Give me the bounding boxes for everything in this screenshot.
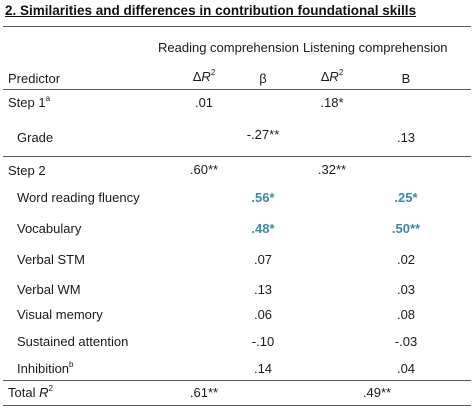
step1-reading-dr2: .01 — [194, 95, 214, 110]
header-rule — [3, 89, 471, 90]
vstm-label: Verbal STM — [17, 252, 85, 267]
top-rule — [3, 26, 471, 27]
table-title: 2. Similarities and differences in contr… — [5, 3, 417, 18]
vwm-listening-beta: .03 — [396, 282, 416, 297]
reading-delta-r2-header: ΔR2 — [192, 67, 216, 84]
vis-listening-beta: .08 — [396, 307, 416, 322]
inhib-label: Inhibitionb — [17, 359, 74, 376]
inhib-reading-beta: .14 — [253, 361, 273, 376]
total-reading-r2: .61** — [189, 385, 219, 400]
step2-label: Step 2 — [8, 163, 46, 178]
grade-label: Grade — [17, 130, 54, 145]
vis-label: Visual memory — [17, 307, 103, 322]
inhib-listening-beta: .04 — [396, 361, 416, 376]
wrf-reading-beta: .56* — [251, 190, 275, 205]
vocab-listening-beta: .50** — [391, 221, 421, 236]
step2-reading-dr2: .60** — [189, 162, 219, 177]
sust-listening-beta: -.03 — [394, 334, 418, 349]
total-r2-label: Total R2 — [8, 383, 53, 400]
step2-listening-dr2: .32** — [317, 162, 347, 177]
vocab-label: Vocabulary — [17, 221, 82, 236]
bottom-rule — [3, 405, 471, 406]
sust-label: Sustained attention — [17, 334, 129, 349]
sust-reading-beta: -.10 — [251, 334, 275, 349]
vstm-reading-beta: .07 — [253, 252, 273, 267]
vstm-listening-beta: .02 — [396, 252, 416, 267]
listening-delta-r2-header: ΔR2 — [320, 67, 344, 84]
vwm-label: Verbal WM — [17, 282, 81, 297]
vwm-reading-beta: .13 — [253, 282, 273, 297]
wrf-listening-beta: .25* — [394, 190, 418, 205]
step1-label: Step 1a — [8, 93, 51, 110]
step1-listening-dr2: .18* — [320, 95, 344, 110]
reading-group-header: Reading comprehension — [158, 40, 299, 55]
listening-beta-header: B — [401, 71, 411, 86]
vis-reading-beta: .06 — [253, 307, 273, 322]
grade-reading-beta: -.27** — [246, 127, 280, 142]
listening-group-header: Listening comprehension — [303, 40, 448, 55]
reading-beta-header: β — [259, 71, 267, 86]
vocab-reading-beta: .48* — [251, 221, 275, 236]
grade-listening-beta: .13 — [396, 130, 416, 145]
wrf-label: Word reading fluency — [17, 190, 140, 205]
total-listening-r2: .49** — [362, 385, 392, 400]
predictor-header: Predictor — [8, 71, 61, 86]
total-rule — [3, 380, 471, 381]
step-rule — [3, 156, 471, 157]
